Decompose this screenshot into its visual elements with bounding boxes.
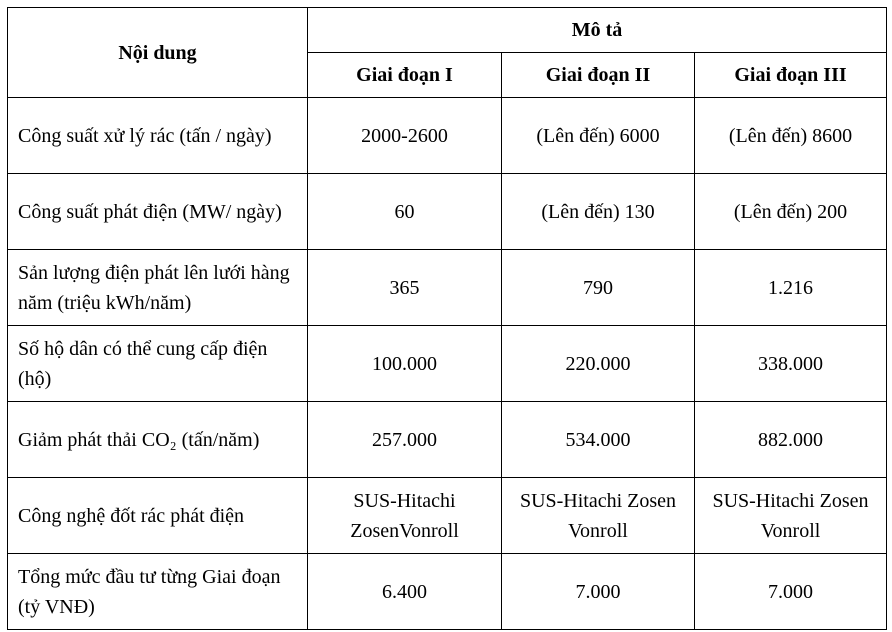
table-cell: 534.000 [501,401,695,478]
table-cell: Công suất phát điện (MW/ ngày) [7,173,308,250]
table-cell: 60 [307,173,502,250]
table-cell: 882.000 [693,401,888,478]
table-row: Công nghệ đốt rác phát điện SUS-Hitachi Z… [7,477,888,554]
table-cell: (Lên đến) 6000 [501,97,695,174]
table-row: Công suất xử lý rác (tấn / ngày) 2000-260… [7,97,888,174]
header-cell: Giai đoạn I [307,52,502,98]
table-cell: Tổng mức đầu tư từng Giai đoạn (tỷ VNĐ) [7,553,308,630]
table-cell: (Lên đến) 200 [693,173,888,250]
data-table: Nội dung Mô tả Giai đoạn I Giai đoạn II Giai… [7,7,888,630]
table-cell: Sản lượng điện phát lên lưới hàng năm (t… [7,249,308,326]
header-row: Nội dung Mô tả [7,7,888,98]
table-cell: 7.000 [693,553,888,630]
table-cell: 2000-2600 [307,97,502,174]
table-cell: Công suất xử lý rác (tấn / ngày) [7,97,308,174]
table-cell: 338.000 [693,325,888,402]
table-cell: Công nghệ đốt rác phát điện [7,477,308,554]
table-cell: (Lên đến) 130 [501,173,695,250]
table-cell: 257.000 [307,401,502,478]
header-row: Giai đoạn I Giai đoạn II Giai đoạn III [8,52,888,98]
table-cell: Số hộ dân có thể cung cấp điện (hộ) [7,325,308,402]
header-cell: Giai đoạn II [501,52,695,98]
table-cell: 365 [307,249,502,326]
table-row: Tổng mức đầu tư từng Giai đoạn (tỷ VNĐ) 6… [7,553,888,630]
table-row: Số hộ dân có thể cung cấp điện (hộ) 100.0… [7,325,888,402]
table-cell: 7.000 [501,553,695,630]
table-cell: (Lên đến) 8600 [693,97,888,174]
table-cell: 1.216 [693,249,888,326]
table-row: Công suất phát điện (MW/ ngày) 60 (Lên đến… [7,173,888,250]
table-row: Sản lượng điện phát lên lưới hàng năm (t… [7,249,888,326]
table-cell: 6.400 [307,553,502,630]
table-row: Giảm phát thải CO₂ (tấn/năm) 257.000 534.0… [7,401,888,478]
table-cell: SUS-Hitachi ZosenVonroll [307,477,502,554]
table-cell: SUS-Hitachi Zosen Vonroll [501,477,695,554]
table-cell: SUS-Hitachi Zosen Vonroll [693,477,888,554]
table-cell: 100.000 [307,325,502,402]
header-cell: Giai đoạn III [693,52,888,98]
header-cell: Mô tả [306,7,888,53]
table-body: Nội dung Mô tả Giai đoạn I Giai đoạn II Giai… [7,7,888,630]
table-cell: Giảm phát thải CO₂ (tấn/năm) [7,401,308,478]
header-cell: Nội dung [7,7,308,98]
table-cell: 220.000 [501,325,695,402]
table-cell: 790 [501,249,695,326]
